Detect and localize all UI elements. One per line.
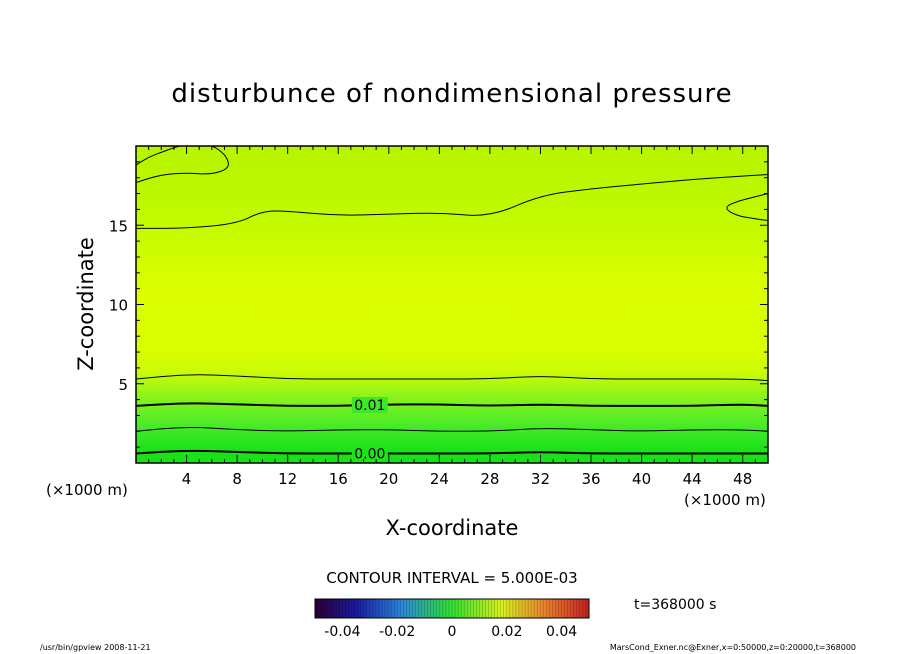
contour-line-1 [136,426,768,432]
contour-line-3 [136,374,768,382]
footer-left: /usr/bin/gpview 2008-11-21 [40,643,151,652]
y-tick-label-10: 10 [109,297,128,315]
y-axis-ticks: 5 10 15 [109,145,768,464]
x-axis-ticks: 4 8 12 16 20 24 28 32 36 40 44 48 [135,146,769,488]
x-tick-label-48: 48 [733,470,752,488]
x-tick-label-8: 8 [232,470,242,488]
y-tick-label-15: 15 [109,217,128,235]
x-tick-label-36: 36 [581,470,600,488]
colorbar-tick-label-4: 0.04 [546,624,577,640]
x-tick-label-28: 28 [480,470,499,488]
x-tick-label-16: 16 [329,470,348,488]
colorbar-stripes [317,599,587,618]
x-unit-left: (×1000 m) [46,481,128,499]
time-label: t=368000 s [634,597,716,613]
x-tick-label-32: 32 [531,470,550,488]
x-axis-label: X-coordinate [386,516,519,540]
contour-label-bg-0 [351,445,388,462]
y-unit-right: (×1000 m) [684,491,766,509]
x-tick-label-20: 20 [379,470,398,488]
contour-line-2 [136,402,768,407]
colorbar-tick-label-2: 0 [448,624,457,640]
footer-right: MarsCond_Exner.nc@Exner,x=0:50000,z=0:20… [609,643,856,652]
x-tick-label-4: 4 [182,470,192,488]
contour-label-0: 0.00 [354,446,385,462]
contour-line-7 [726,193,768,221]
contour-line-4 [136,174,768,229]
contour-label-2: 0.01 [354,398,385,414]
y-axis-label: Z-coordinate [74,237,98,371]
colorbar [315,599,589,618]
x-tick-label-44: 44 [683,470,702,488]
colorbar-ticks: -0.04 -0.02 0 0.02 0.04 [324,624,577,640]
contour-lines [136,146,768,455]
x-tick-label-12: 12 [278,470,297,488]
plot-field [136,146,768,463]
colorbar-frame [314,598,590,619]
chart-title: disturbunce of nondimensional pressure [171,79,732,109]
contour-line-0 [136,449,768,455]
contour-line-6 [136,146,181,166]
colorbar-tick-label-1: -0.02 [379,624,415,640]
contour-label-bg-2 [351,396,388,413]
x-tick-label-24: 24 [430,470,449,488]
colorbar-tick-label-3: 0.02 [491,624,522,640]
y-tick-label-5: 5 [118,376,128,394]
contour-labels: 0.00 0.01 [351,396,388,462]
contour-line-5 [136,146,229,183]
colorbar-tick-label-0: -0.04 [324,624,360,640]
contour-interval-text: CONTOUR INTERVAL = 5.000E-03 [326,569,577,587]
x-tick-label-40: 40 [632,470,651,488]
